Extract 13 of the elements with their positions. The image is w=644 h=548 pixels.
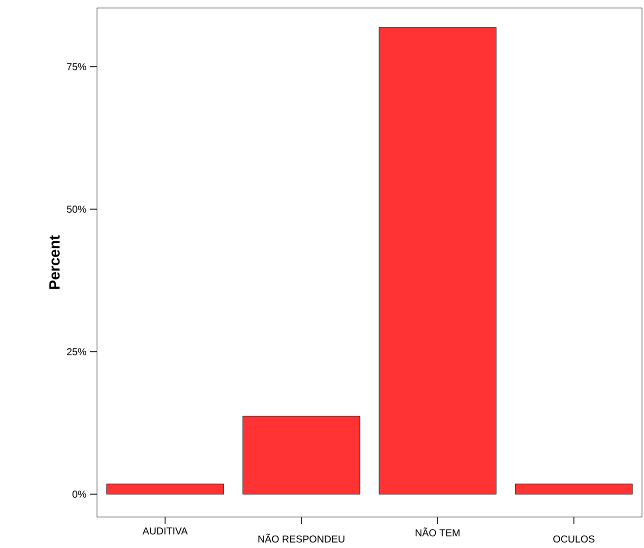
y-tick-label: 0% xyxy=(72,490,86,498)
y-tick-label: 50% xyxy=(66,206,86,213)
bar xyxy=(242,416,360,494)
bar xyxy=(378,27,496,494)
bar xyxy=(106,484,224,494)
x-tick-label: OCULOS xyxy=(553,535,594,543)
x-tick-label: AUDITIVA xyxy=(142,527,188,534)
y-tick-label: 25% xyxy=(67,348,86,356)
y-axis-title: Percent xyxy=(49,235,60,289)
x-tick-label: NÃO RESPONDEU xyxy=(258,534,344,543)
bar xyxy=(515,484,633,494)
y-tick-label: 75% xyxy=(67,63,86,70)
x-tick-label: NÃO TEM xyxy=(416,527,460,536)
